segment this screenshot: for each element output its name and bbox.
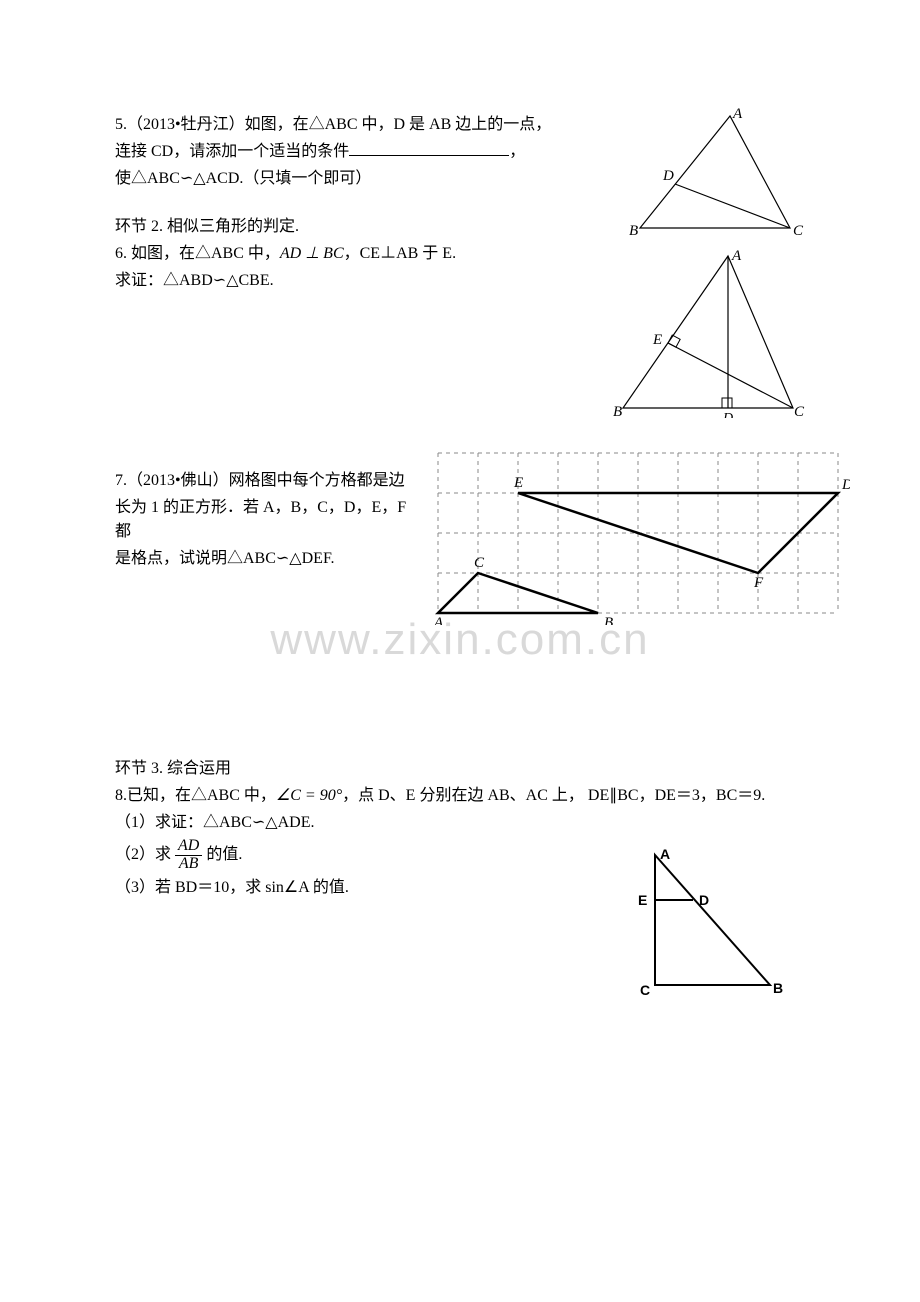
q7-label-d: D [841, 477, 850, 493]
q8-frac-den: AB [175, 856, 202, 873]
q7-label-f: F [753, 575, 764, 591]
q5-blank[interactable] [349, 140, 509, 156]
q6-math1: AD ⊥ BC [280, 245, 344, 262]
q8-math1: ∠C = 90° [276, 787, 342, 804]
q8-line1: 8.已知，在△ABC 中，∠C = 90°，点 D、E 分别在边 AB、AC 上… [115, 784, 805, 808]
q8-label-d: D [699, 892, 709, 908]
q8-math3: sin∠A [265, 879, 309, 896]
q8-figure: A E D C B [600, 845, 790, 1010]
q5-label-d: D [662, 168, 674, 184]
q5-figure: A B C D [625, 108, 805, 243]
q6-label-e: E [652, 332, 662, 348]
q5-line2-post: ， [509, 143, 525, 160]
section3-title: 环节 3. 综合运用 [115, 757, 805, 781]
q8-label-c: C [640, 982, 650, 998]
q7-label-e: E [513, 475, 523, 491]
q6-line1-post: ，CE⊥AB 于 E. [344, 245, 456, 262]
q8-label-e: E [638, 892, 647, 908]
q7-label-c: C [474, 555, 485, 571]
q6-label-d: D [722, 411, 733, 418]
q7-label-b: B [604, 615, 613, 625]
q5-label-c: C [793, 223, 804, 238]
q6-line1-pre: 6. 如图，在△ABC 中， [115, 245, 280, 262]
q8-line1-mid: ，点 D、E 分别在边 AB、AC 上， DE∥BC，DE＝3，BC＝9. [342, 787, 765, 804]
q8-label-a: A [660, 846, 670, 862]
q7-figure: A B C D E F [430, 445, 850, 630]
q7-line2: 长为 1 的正方形．若 A，B，C，D，E，F 都 [115, 496, 415, 544]
q5-label-a: A [732, 108, 743, 122]
q8-p2-pre: （2）求 [115, 846, 175, 863]
q8-p3-post: 的值. [309, 879, 349, 896]
q8-p2-post: 的值. [202, 846, 242, 863]
q6-label-a: A [731, 248, 742, 264]
q8-p3-pre: （3）若 BD＝10，求 [115, 879, 265, 896]
q6-label-c: C [794, 404, 805, 418]
q8-fraction: ADAB [175, 838, 202, 873]
q6-figure: A B C D E [608, 248, 808, 423]
q7-line3: 是格点，试说明△ABC∽△DEF. [115, 547, 415, 571]
q8-p1: （1）求证：△ABC∽△ADE. [115, 811, 805, 835]
q6-label-b: B [613, 404, 622, 418]
q5-line2-pre: 连接 CD，请添加一个适当的条件 [115, 143, 349, 160]
q8-frac-num: AD [175, 838, 202, 856]
q8-label-b: B [773, 980, 783, 996]
q7-label-a: A [433, 615, 444, 625]
q7-line1: 7.（2013•佛山）网格图中每个方格都是边 [115, 469, 415, 493]
q8-line1-pre: 8.已知，在△ABC 中， [115, 787, 276, 804]
q5-label-b: B [629, 223, 638, 238]
